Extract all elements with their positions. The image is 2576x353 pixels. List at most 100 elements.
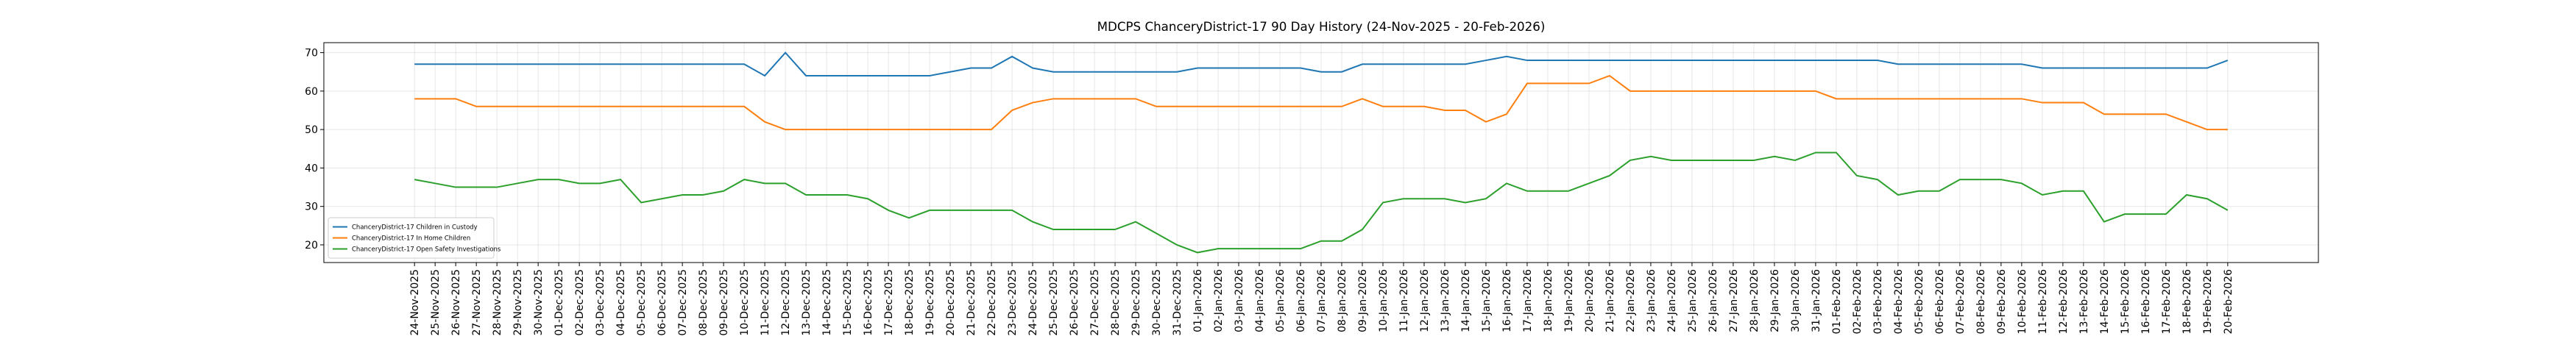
x-tick-label: 13-Dec-2025 [801,269,813,336]
x-tick-label: 26-Jan-2026 [1708,269,1719,332]
x-tick-label: 03-Dec-2025 [595,269,606,336]
x-tick-label: 01-Dec-2025 [553,269,565,336]
x-tick-label: 28-Jan-2026 [1749,269,1761,332]
x-tick-label: 20-Dec-2025 [945,269,957,336]
x-tick-label: 03-Jan-2026 [1234,269,1245,332]
x-tick-label: 19-Feb-2026 [2202,269,2214,334]
x-tick-label: 27-Jan-2026 [1728,269,1740,332]
y-tick-label: 60 [305,86,318,98]
x-tick-label: 07-Jan-2026 [1316,269,1328,332]
x-tick-label: 19-Dec-2025 [924,269,936,336]
x-tick-label: 07-Dec-2025 [677,269,689,336]
x-tick-label: 24-Nov-2025 [409,269,421,336]
series-line [414,151,2229,254]
x-tick-label: 14-Feb-2026 [2099,269,2111,334]
x-tick-label: 15-Dec-2025 [842,269,854,336]
x-tick-label: 06-Feb-2026 [1934,269,1946,334]
x-tick-label: 10-Feb-2026 [2017,269,2028,334]
x-tick-label: 09-Jan-2026 [1357,269,1369,332]
legend-label: ChanceryDistrict-17 In Home Children [352,235,470,243]
x-tick-label: 30-Jan-2026 [1790,269,1802,332]
x-tick-label: 16-Dec-2025 [863,269,874,336]
legend: ChanceryDistrict-17 Children in Custody C… [328,217,501,259]
x-tick-label: 14-Dec-2025 [821,269,833,336]
x-tick-label: 22-Dec-2025 [986,269,998,336]
x-tick-label: 31-Jan-2026 [1811,269,1822,332]
x-tick-label: 13-Feb-2026 [2078,269,2090,334]
x-tick-label: 14-Jan-2026 [1460,269,1472,332]
y-tick-label: 20 [305,240,318,252]
series-line [414,74,2228,131]
x-tick-label: 08-Jan-2026 [1337,269,1348,332]
x-tick-label: 23-Jan-2026 [1646,269,1657,332]
x-tick-label: 16-Feb-2026 [2140,269,2152,334]
x-tick-label: 30-Nov-2025 [533,269,545,336]
x-tick-label: 15-Jan-2026 [1481,269,1493,332]
x-tick-label: 04-Jan-2026 [1254,269,1266,332]
x-tick-label: 06-Dec-2025 [657,269,668,336]
x-tick-label: 12-Dec-2025 [780,269,792,336]
x-tick-label: 18-Feb-2026 [2182,269,2193,334]
x-tick-label: 08-Feb-2026 [1975,269,1987,334]
x-tick-label: 10-Dec-2025 [739,269,751,336]
x-tick-label: 23-Dec-2025 [1007,269,1019,336]
x-tick-label: 05-Feb-2026 [1914,269,1925,334]
x-tick-label: 22-Jan-2026 [1625,269,1637,332]
x-tick-label: 24-Dec-2025 [1027,269,1039,336]
y-tick-label: 70 [305,48,318,60]
x-tick-label: 05-Jan-2026 [1275,269,1287,332]
x-tick-label: 29-Nov-2025 [512,269,524,336]
plot-frame [323,42,2319,263]
x-tick-label: 02-Dec-2025 [574,269,586,336]
x-tick-label: 25-Nov-2025 [430,269,442,336]
x-tick-label: 13-Jan-2026 [1440,269,1451,332]
x-tick-label: 30-Dec-2025 [1151,269,1163,336]
x-tick-label: 21-Dec-2025 [966,269,977,336]
x-tick-label: 04-Feb-2026 [1893,269,1905,334]
x-tick-label: 10-Jan-2026 [1378,269,1390,332]
x-tick-label: 28-Dec-2025 [1110,269,1122,336]
x-tick-label: 04-Dec-2025 [615,269,627,336]
x-tick-label: 02-Feb-2026 [1852,269,1864,334]
x-tick-label: 19-Jan-2026 [1563,269,1575,332]
x-tick-label: 20-Jan-2026 [1584,269,1596,332]
series-line [414,51,2229,77]
x-tick-label: 05-Dec-2025 [636,269,648,336]
x-tick-label: 26-Dec-2025 [1069,269,1080,336]
legend-box [328,217,495,259]
y-tick-label: 30 [305,202,318,213]
x-tick-label: 25-Jan-2026 [1687,269,1699,332]
x-tick-label: 01-Jan-2026 [1192,269,1204,332]
legend-label: ChanceryDistrict-17 Open Safety Investig… [352,246,501,254]
x-tick-label: 15-Feb-2026 [2120,269,2131,334]
x-tick-label: 29-Dec-2025 [1130,269,1142,336]
x-tick-label: 02-Jan-2026 [1213,269,1225,332]
x-tick-label: 25-Dec-2025 [1048,269,1060,336]
x-tick-label: 09-Dec-2025 [718,269,730,336]
x-tick-label: 01-Feb-2026 [1831,269,1843,334]
x-tick-label: 27-Dec-2025 [1089,269,1101,336]
x-tick-label: 29-Jan-2026 [1769,269,1781,332]
x-tick-label: 11-Jan-2026 [1398,269,1410,332]
y-tick-label: 40 [305,163,318,174]
x-tick-label: 17-Jan-2026 [1522,269,1534,332]
y-tick-label: 50 [305,124,318,136]
x-tick-label: 12-Feb-2026 [2058,269,2070,334]
x-tick-label: 20-Feb-2026 [2223,269,2234,334]
x-tick-label: 06-Jan-2026 [1295,269,1307,332]
x-tick-label: 16-Jan-2026 [1501,269,1513,332]
x-tick-label: 18-Jan-2026 [1543,269,1554,332]
x-tick-label: 12-Jan-2026 [1419,269,1431,332]
x-tick-label: 24-Jan-2026 [1666,269,1678,332]
x-tick-label: 11-Feb-2026 [2037,269,2049,334]
x-tick-label: 08-Dec-2025 [698,269,710,336]
x-tick-label: 28-Nov-2025 [492,269,503,336]
x-tick-label: 07-Feb-2026 [1955,269,1967,334]
x-tick-label: 31-Dec-2025 [1172,269,1183,336]
x-tick-label: 11-Dec-2025 [760,269,771,336]
x-tick-label: 18-Dec-2025 [904,269,916,336]
x-tick-label: 03-Feb-2026 [1872,269,1884,334]
x-tick-label: 27-Nov-2025 [471,269,483,336]
